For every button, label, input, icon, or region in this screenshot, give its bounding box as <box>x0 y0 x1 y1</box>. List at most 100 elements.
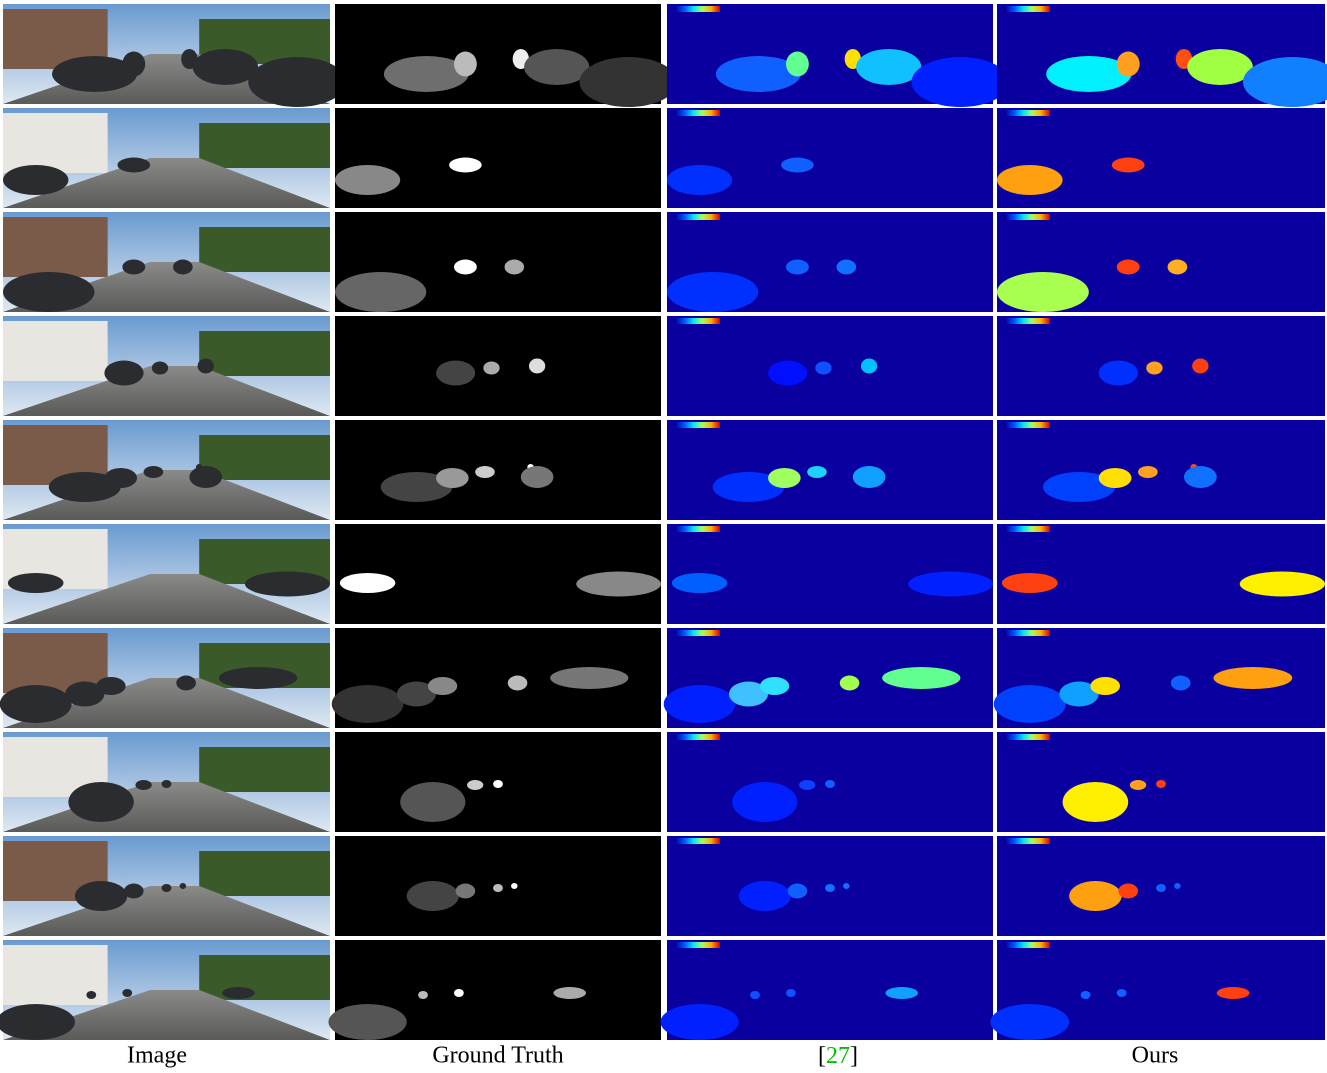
segment-blob <box>715 56 801 92</box>
segment-blob <box>750 991 760 999</box>
segment-blob <box>768 468 801 488</box>
colorbar <box>1005 630 1050 636</box>
segment-blob <box>1187 49 1253 85</box>
photo-building <box>3 321 108 381</box>
panel-background <box>997 108 1325 208</box>
segment-blob <box>328 1004 407 1040</box>
photo-trees <box>199 747 330 792</box>
segment-blob <box>1129 780 1147 790</box>
segment-blob <box>1059 681 1099 707</box>
segment-blob <box>1216 987 1250 999</box>
segment-blob <box>908 571 993 597</box>
panel-background <box>335 108 661 208</box>
photo-car <box>104 468 138 488</box>
colorbar <box>1005 734 1050 740</box>
segment-blob <box>663 685 736 723</box>
segment-blob <box>843 883 850 889</box>
photo-car <box>104 360 144 386</box>
segment-blob <box>1062 782 1129 822</box>
segment-blob <box>400 782 466 822</box>
segment-blob <box>785 259 809 275</box>
segment-blob <box>504 259 525 275</box>
segment-blob <box>1046 56 1132 92</box>
photo-car <box>117 157 151 173</box>
segment-blob <box>524 49 590 85</box>
segment-blob <box>728 681 769 707</box>
segment-blob <box>528 358 546 374</box>
segment-blob <box>427 677 458 695</box>
segment-blob <box>455 883 476 899</box>
segment-blob <box>667 272 759 312</box>
segment-blob <box>712 472 785 502</box>
segment-blob <box>768 360 808 386</box>
citation: 27 <box>826 1043 850 1069</box>
segment-blob <box>511 883 518 889</box>
segment-blob <box>836 259 857 275</box>
colorbar <box>675 214 720 220</box>
photo-road <box>3 574 330 624</box>
colorbar <box>1005 214 1050 220</box>
photo-car <box>244 571 330 597</box>
photo-car <box>122 989 133 997</box>
segment-blob <box>493 884 503 892</box>
segment-blob <box>1098 360 1139 386</box>
colorbar <box>675 838 720 844</box>
photo-trees <box>199 227 330 272</box>
photo-road <box>3 366 330 416</box>
segment-blob <box>453 51 477 77</box>
segment-blob <box>475 466 495 478</box>
colorbar <box>675 318 720 324</box>
bracket: ] <box>850 1043 858 1069</box>
photo-car <box>3 272 95 312</box>
segment-blob <box>1146 361 1163 375</box>
segment-blob <box>418 991 428 999</box>
segment-blob <box>383 56 469 92</box>
colorbar <box>1005 422 1050 428</box>
photo-car <box>161 884 172 892</box>
photo-car <box>248 57 347 107</box>
segment-blob <box>576 571 661 597</box>
photo-trees <box>199 331 330 376</box>
segment-blob <box>785 989 796 997</box>
photo-car <box>161 780 172 788</box>
segment-blob <box>339 573 396 593</box>
segment-blob <box>993 685 1066 723</box>
segment-blob <box>1183 466 1217 488</box>
segment-blob <box>990 1004 1070 1040</box>
segment-blob <box>436 468 469 488</box>
photo-car <box>86 991 97 999</box>
photo-trees <box>199 435 330 480</box>
segment-blob <box>453 989 464 997</box>
segment-blob <box>483 361 500 375</box>
segment-blob <box>1239 571 1325 597</box>
photo-car <box>0 685 72 723</box>
colorbar <box>1005 838 1050 844</box>
segment-blob <box>1090 677 1120 695</box>
segment-blob <box>839 675 860 691</box>
segment-blob <box>1069 881 1122 911</box>
segment-blob <box>997 272 1089 312</box>
segment-blob <box>1138 466 1158 478</box>
photo-car <box>192 49 259 85</box>
segment-blob <box>553 987 587 999</box>
photo-car <box>122 259 146 275</box>
photo-car <box>143 466 164 478</box>
colorbar <box>1005 526 1050 532</box>
segment-blob <box>331 685 404 723</box>
segment-blob <box>1156 780 1166 788</box>
panel-background <box>335 420 661 520</box>
photo-car <box>52 56 138 92</box>
colorbar <box>675 942 720 948</box>
colorbar <box>675 734 720 740</box>
column-label: Image <box>127 1043 187 1069</box>
segment-blob <box>781 157 814 173</box>
photo-car <box>3 165 69 195</box>
panel-background <box>667 420 993 520</box>
colorbar <box>1005 318 1050 324</box>
segment-blob <box>520 466 554 488</box>
photo-trees <box>199 851 330 896</box>
segment-blob <box>550 667 629 689</box>
photo-car <box>176 675 196 691</box>
segment-blob <box>335 165 401 195</box>
